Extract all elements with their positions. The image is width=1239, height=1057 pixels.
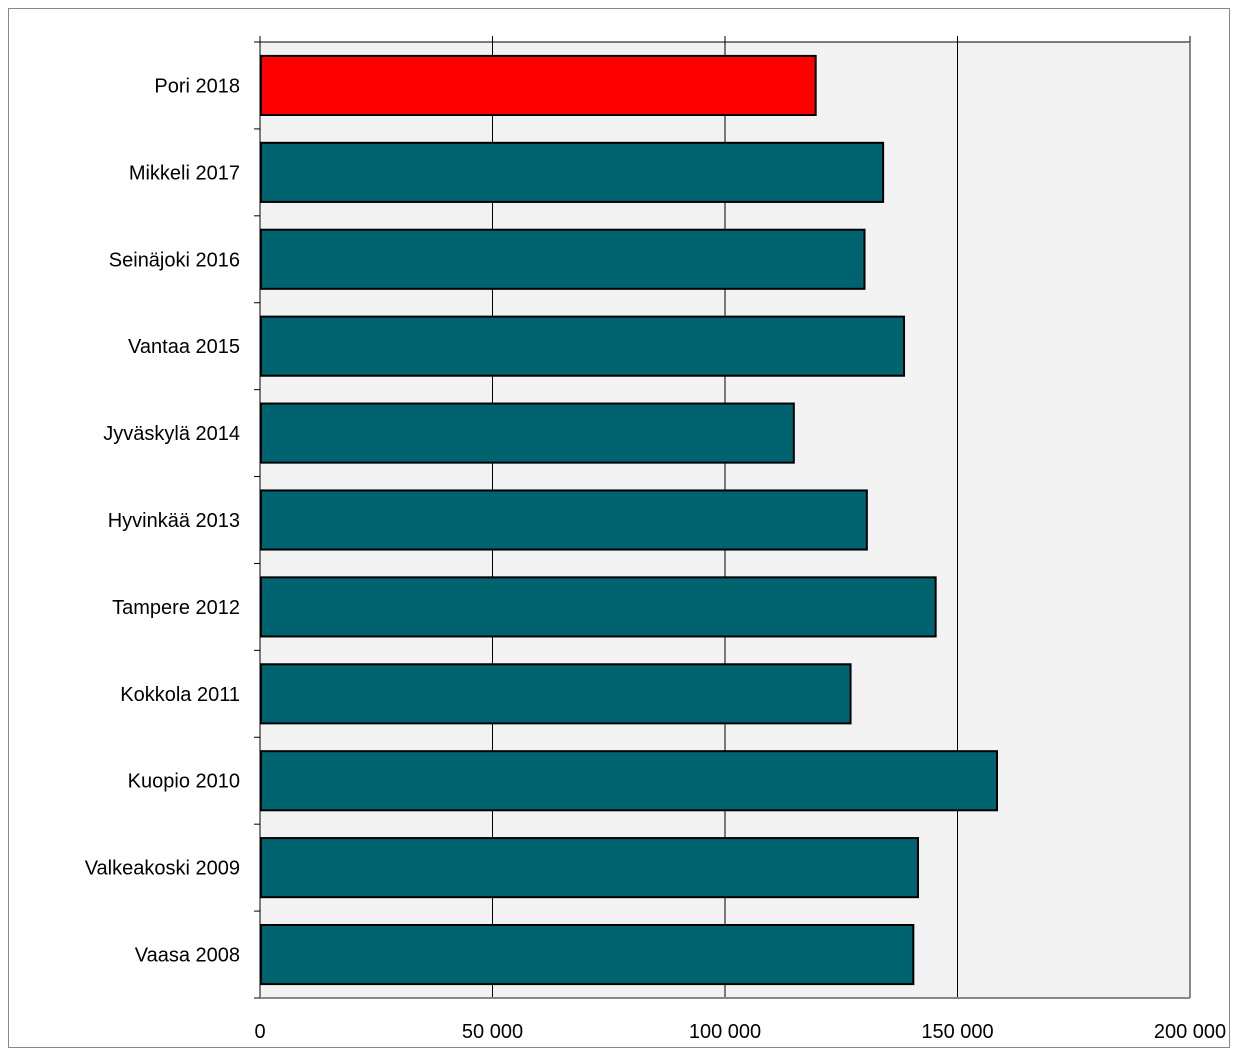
x-tick-label: 150 000 [921, 1021, 993, 1043]
bar [260, 837, 919, 899]
category-label: Valkeakoski 2009 [85, 858, 240, 880]
category-label: Mikkeli 2017 [129, 162, 240, 184]
x-tick-label: 0 [254, 1021, 265, 1043]
category-label: Vantaa 2015 [128, 336, 240, 358]
category-label: Jyväskylä 2014 [103, 423, 240, 445]
x-tick-label: 100 000 [689, 1021, 761, 1043]
bar [260, 402, 795, 464]
x-tick-label: 200 000 [1154, 1021, 1226, 1043]
category-label: Kuopio 2010 [128, 771, 240, 793]
category-label: Vaasa 2008 [135, 945, 240, 967]
bar [260, 576, 937, 638]
category-label: Hyvinkää 2013 [108, 510, 240, 532]
x-tick-label: 50 000 [462, 1021, 523, 1043]
bar [260, 923, 915, 986]
category-label: Kokkola 2011 [120, 684, 240, 706]
bar [260, 141, 885, 203]
bar [260, 54, 817, 117]
bar [260, 489, 868, 551]
bar [260, 315, 906, 377]
bar [260, 750, 999, 812]
category-label: Pori 2018 [154, 75, 240, 97]
category-label: Tampere 2012 [112, 597, 240, 619]
bar [260, 228, 866, 290]
bar [260, 663, 852, 725]
category-label: Seinäjoki 2016 [109, 249, 240, 271]
